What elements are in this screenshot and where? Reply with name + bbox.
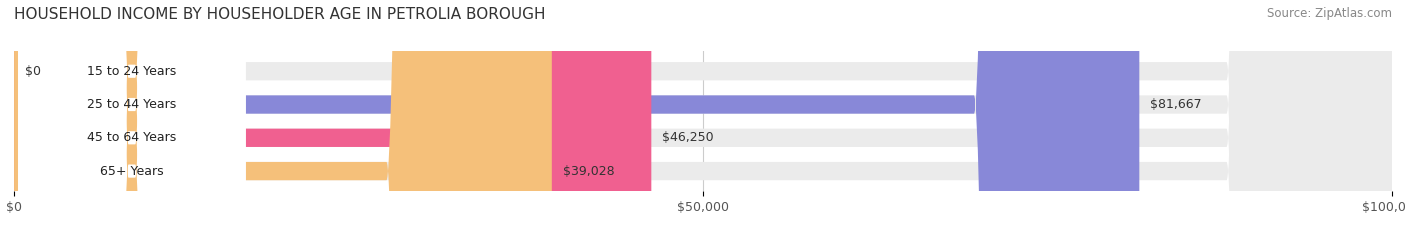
Text: 15 to 24 Years: 15 to 24 Years — [87, 65, 177, 78]
FancyBboxPatch shape — [14, 0, 1392, 233]
FancyBboxPatch shape — [14, 0, 1392, 233]
FancyBboxPatch shape — [14, 0, 1392, 233]
FancyBboxPatch shape — [18, 0, 246, 233]
FancyBboxPatch shape — [14, 0, 1139, 233]
FancyBboxPatch shape — [14, 0, 1392, 233]
FancyBboxPatch shape — [14, 0, 551, 233]
FancyBboxPatch shape — [18, 0, 246, 233]
FancyBboxPatch shape — [18, 0, 246, 233]
Text: $0: $0 — [25, 65, 41, 78]
Text: $39,028: $39,028 — [562, 164, 614, 178]
Text: 65+ Years: 65+ Years — [100, 164, 163, 178]
Text: 45 to 64 Years: 45 to 64 Years — [87, 131, 177, 144]
FancyBboxPatch shape — [14, 0, 651, 233]
Text: Source: ZipAtlas.com: Source: ZipAtlas.com — [1267, 7, 1392, 20]
Text: 25 to 44 Years: 25 to 44 Years — [87, 98, 177, 111]
Text: $81,667: $81,667 — [1150, 98, 1202, 111]
Text: $46,250: $46,250 — [662, 131, 714, 144]
Text: HOUSEHOLD INCOME BY HOUSEHOLDER AGE IN PETROLIA BOROUGH: HOUSEHOLD INCOME BY HOUSEHOLDER AGE IN P… — [14, 7, 546, 22]
FancyBboxPatch shape — [18, 0, 246, 233]
